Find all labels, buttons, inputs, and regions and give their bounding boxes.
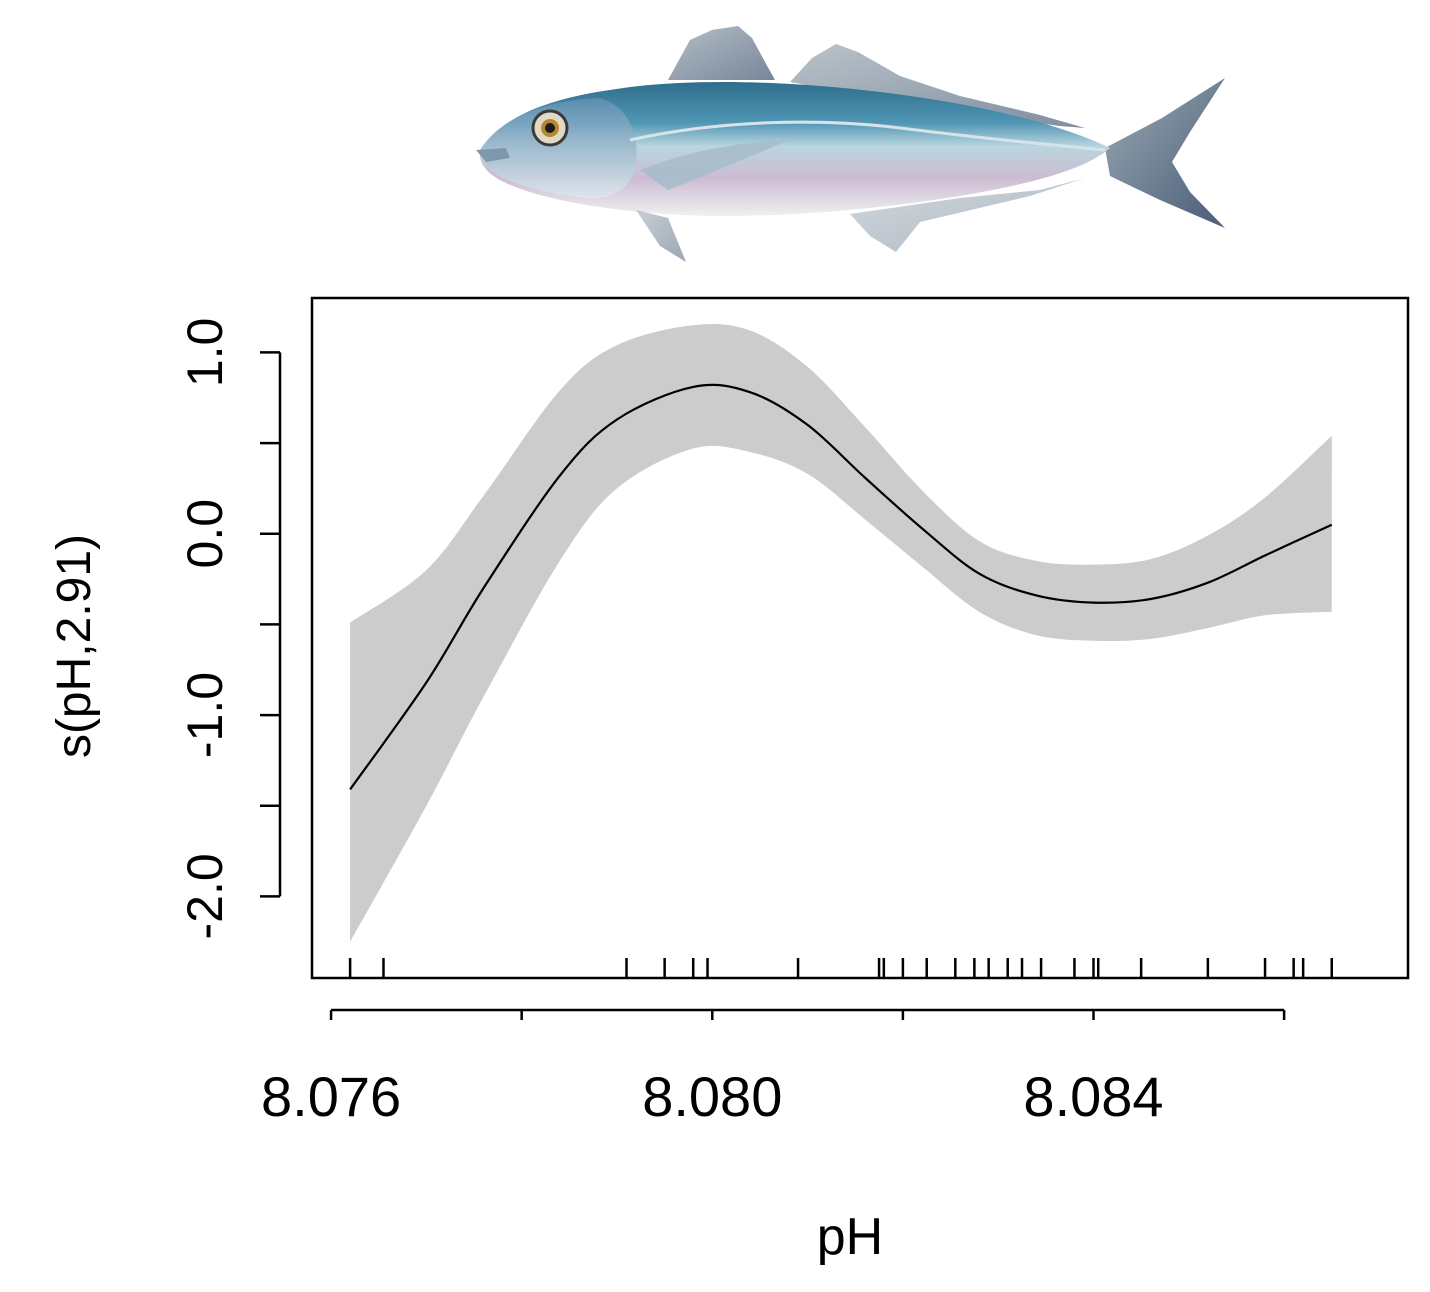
y-tick-label: 0.0 — [177, 499, 233, 569]
confidence-band — [350, 323, 1332, 942]
y-tick-label: 1.0 — [177, 318, 233, 388]
smooth-line — [349, 383, 1333, 791]
y-tick-label: -2.0 — [177, 853, 233, 939]
x-axis: 8.076 8.080 8.084 — [261, 1008, 1286, 1128]
x-axis-label: pH — [817, 1208, 883, 1266]
fish-illustration — [476, 26, 1225, 262]
y-axis-label: s(pH,2.91) — [48, 534, 101, 758]
y-axis: 1.0 0.0 -1.0 -2.0 — [177, 318, 282, 939]
y-tick-label: -1.0 — [177, 672, 233, 758]
x-tick-label: 8.080 — [642, 1065, 782, 1128]
confidence-band-layer — [350, 323, 1332, 942]
smooth-line-layer — [349, 383, 1333, 791]
plot-area — [310, 296, 1410, 980]
x-tick-label: 8.084 — [1023, 1065, 1163, 1128]
x-tick-label: 8.076 — [261, 1065, 401, 1128]
rug-layer — [348, 958, 1334, 978]
plot-frame — [310, 296, 1410, 980]
